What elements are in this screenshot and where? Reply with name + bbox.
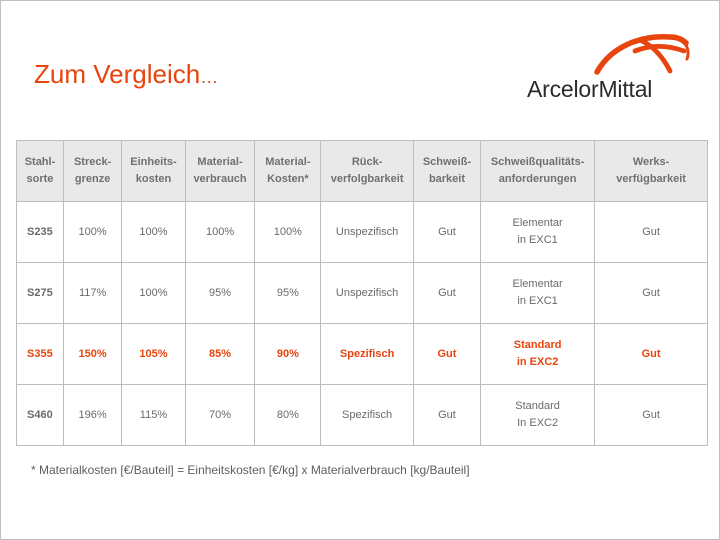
cell-steel-grade: S355 xyxy=(16,323,64,385)
cell-line: in EXC1 xyxy=(517,295,558,307)
cell-welding-quality-requirements: Elementar in EXC1 xyxy=(480,201,596,263)
cell-traceability: Unspezifisch xyxy=(320,201,414,263)
cell-unit-cost: 115% xyxy=(121,384,186,446)
page-title: Zum Vergleich… xyxy=(34,57,218,94)
cell-line: Standard xyxy=(515,400,560,412)
table-body: S235 100% 100% 100% 100% Unspezifisch Gu… xyxy=(16,201,708,446)
cell-unit-cost: 100% xyxy=(121,262,186,324)
header-line: Streck- xyxy=(73,156,112,168)
column-header-materialverbrauch: Material- verbrauch xyxy=(184,140,256,202)
cell-weldability: Gut xyxy=(412,384,482,446)
cell-material-cost: 80% xyxy=(254,384,322,446)
cell-traceability: Spezifisch xyxy=(320,323,414,385)
cell-material-consumption: 95% xyxy=(184,262,256,324)
column-header-werksverfuegbarkeit: Werks- verfügbarkeit xyxy=(594,140,708,202)
cell-material-consumption: 70% xyxy=(184,384,256,446)
cell-material-cost: 100% xyxy=(254,201,322,263)
cell-unit-cost: 100% xyxy=(121,201,186,263)
cell-welding-quality-requirements: Standard In EXC2 xyxy=(480,384,596,446)
cell-line: In EXC2 xyxy=(517,417,559,429)
column-header-streckgrenze: Streck- grenze xyxy=(62,140,123,202)
company-logo: ArcelorMittal xyxy=(527,33,690,105)
cell-plant-availability: Gut xyxy=(594,262,708,324)
title-ellipsis: … xyxy=(200,67,219,87)
header-line: Material- xyxy=(265,156,311,168)
table-row-s275: S275 117% 100% 95% 95% Unspezifisch Gut … xyxy=(16,262,708,324)
cell-unit-cost: 105% xyxy=(121,323,186,385)
column-header-schweissqualitaetsanforderungen: Schweißqualitäts- anforderungen xyxy=(480,140,596,202)
title-text: Zum Vergleich xyxy=(34,59,201,89)
cell-yield-strength: 100% xyxy=(62,201,123,263)
column-header-materialkosten: Material- Kosten* xyxy=(254,140,322,202)
header-row: Stahl- sorte Streck- grenze Einheits- ko… xyxy=(16,140,708,202)
header-line: anforderungen xyxy=(498,173,577,185)
column-header-stahlsorte: Stahl- sorte xyxy=(16,140,64,202)
header-line: verfügbarkeit xyxy=(616,173,686,185)
cell-weldability: Gut xyxy=(412,201,482,263)
header-line: barkeit xyxy=(428,173,466,185)
cell-welding-quality-requirements: Elementar in EXC1 xyxy=(480,262,596,324)
cell-plant-availability: Gut xyxy=(594,384,708,446)
cell-material-consumption: 85% xyxy=(184,323,256,385)
header-line: verfolgbarkeit xyxy=(330,173,404,185)
cell-yield-strength: 150% xyxy=(62,323,123,385)
table-row-s460: S460 196% 115% 70% 80% Spezifisch Gut St… xyxy=(16,384,708,446)
header-line: Kosten* xyxy=(267,173,309,185)
table-header: Stahl- sorte Streck- grenze Einheits- ko… xyxy=(16,140,708,202)
cell-yield-strength: 117% xyxy=(62,262,123,324)
column-header-einheitskosten: Einheits- kosten xyxy=(121,140,186,202)
cell-plant-availability: Gut xyxy=(594,323,708,385)
cell-line: in EXC1 xyxy=(517,234,558,246)
comparison-table: Stahl- sorte Streck- grenze Einheits- ko… xyxy=(16,140,708,446)
cell-material-consumption: 100% xyxy=(184,201,256,263)
column-header-schweissbarkeit: Schweiß- barkeit xyxy=(412,140,482,202)
table-row-s235: S235 100% 100% 100% 100% Unspezifisch Gu… xyxy=(16,201,708,263)
cell-weldability: Gut xyxy=(412,262,482,324)
cell-line: Elementar xyxy=(512,217,563,229)
table-row-s355-highlighted: S355 150% 105% 85% 90% Spezifisch Gut St… xyxy=(16,323,708,385)
cell-steel-grade: S235 xyxy=(16,201,64,263)
header-line: Werks- xyxy=(632,156,670,168)
header-line: sorte xyxy=(26,173,54,185)
header-line: Schweißqualitäts- xyxy=(490,156,585,168)
column-header-rueckverfolgbarkeit: Rück- verfolgbarkeit xyxy=(320,140,414,202)
cell-line: Elementar xyxy=(512,278,563,290)
header-line: kosten xyxy=(135,173,172,185)
arc-swoosh-logo-icon xyxy=(594,34,690,75)
cell-welding-quality-requirements: Standard in EXC2 xyxy=(480,323,596,385)
header-line: Rück- xyxy=(351,156,383,168)
cell-steel-grade: S460 xyxy=(16,384,64,446)
cell-traceability: Spezifisch xyxy=(320,384,414,446)
cell-material-cost: 90% xyxy=(254,323,322,385)
footnote: * Materialkosten [€/Bauteil] = Einheitsk… xyxy=(31,463,470,477)
cell-material-cost: 95% xyxy=(254,262,322,324)
header-line: Material- xyxy=(197,156,243,168)
cell-line: in EXC2 xyxy=(516,356,559,368)
cell-plant-availability: Gut xyxy=(594,201,708,263)
header-line: Stahl- xyxy=(24,156,56,168)
cell-traceability: Unspezifisch xyxy=(320,262,414,324)
header-line: verbrauch xyxy=(193,173,247,185)
cell-line: Standard xyxy=(513,339,562,351)
comparison-table-wrapper: Stahl- sorte Streck- grenze Einheits- ko… xyxy=(16,140,708,446)
logo-text: ArcelorMittal xyxy=(527,76,653,102)
cell-yield-strength: 196% xyxy=(62,384,123,446)
header-line: Einheits- xyxy=(130,156,177,168)
header-line: Schweiß- xyxy=(422,156,472,168)
header-line: grenze xyxy=(74,173,111,185)
cell-steel-grade: S275 xyxy=(16,262,64,324)
cell-weldability: Gut xyxy=(412,323,482,385)
